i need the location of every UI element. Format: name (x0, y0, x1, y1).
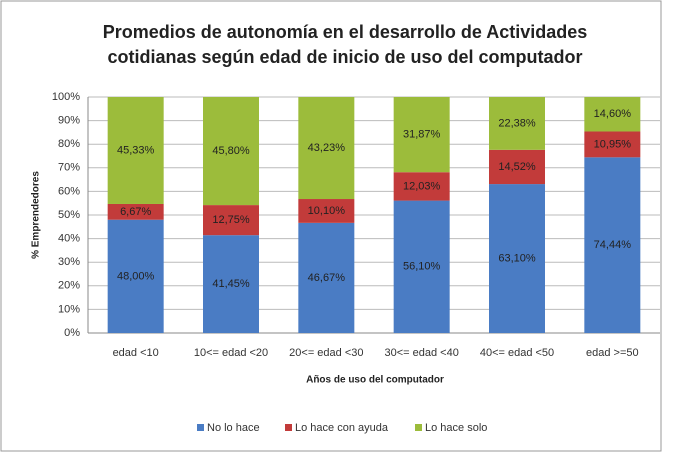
y-tick-label: 70% (58, 162, 80, 174)
x-tick-label: 10<= edad <20 (194, 347, 268, 359)
bar-segment (107, 203, 164, 220)
bar-segment (203, 205, 259, 236)
y-tick-label: 0% (64, 327, 80, 339)
y-tick-label: 50% (58, 209, 80, 221)
data-label: 10,95% (594, 138, 632, 150)
bar-segment (298, 222, 355, 333)
bar-segment (489, 149, 545, 185)
x-tick-label: 40<= edad <50 (480, 347, 554, 359)
bar-segment (298, 199, 355, 223)
y-tick-label: 20% (58, 280, 80, 292)
y-tick-label: 60% (58, 185, 80, 197)
bar-segment (584, 131, 641, 158)
data-label: 14,60% (594, 108, 632, 120)
data-label: 6,67% (120, 206, 151, 218)
bar-segment (393, 172, 450, 201)
data-label: 14,52% (498, 161, 536, 173)
chart-title: Promedios de autonomía en el desarrollo … (103, 22, 587, 42)
data-label: 63,10% (498, 252, 536, 264)
data-label: 45,80% (212, 145, 250, 157)
data-label: 43,23% (308, 142, 346, 154)
legend-swatch (197, 424, 204, 431)
y-axis-title: % Emprendedores (31, 171, 42, 259)
data-label: 74,44% (594, 239, 632, 251)
y-tick-label: 40% (58, 233, 80, 245)
x-axis-title: Años de uso del computador (306, 375, 444, 386)
bar-segment (584, 97, 641, 132)
x-tick-label: 30<= edad <40 (385, 347, 459, 359)
chart-title: cotidianas según edad de inicio de uso d… (107, 47, 582, 67)
data-label: 46,67% (308, 272, 346, 284)
data-label: 12,03% (403, 180, 441, 192)
bar-segment (489, 184, 545, 333)
x-tick-label: edad >=50 (586, 347, 639, 359)
x-tick-label: 20<= edad <30 (289, 347, 363, 359)
y-tick-label: 10% (58, 303, 80, 315)
bar-segment (393, 97, 450, 173)
y-tick-label: 30% (58, 256, 80, 268)
data-label: 41,45% (212, 278, 250, 290)
data-label: 22,38% (498, 117, 536, 129)
x-tick-label: edad <10 (113, 347, 159, 359)
data-label: 10,10% (308, 205, 346, 217)
data-label: 56,10% (403, 261, 441, 273)
data-label: 48,00% (117, 270, 155, 282)
bar-segment (489, 97, 545, 150)
data-label: 12,75% (212, 214, 250, 226)
bar-segment (107, 97, 164, 204)
legend-swatch (285, 424, 292, 431)
y-tick-label: 90% (58, 115, 80, 127)
y-tick-label: 80% (58, 138, 80, 150)
legend-label: No lo hace (207, 422, 260, 434)
data-label: 45,33% (117, 144, 155, 156)
legend-label: Lo hace solo (425, 422, 487, 434)
legend-swatch (415, 424, 422, 431)
bar-segment (584, 157, 641, 333)
legend-label: Lo hace con ayuda (295, 422, 389, 434)
data-label: 31,87% (403, 129, 441, 141)
bar-segment (203, 235, 259, 333)
y-tick-label: 100% (52, 91, 80, 103)
bar-segment (203, 97, 259, 206)
bar-segment (298, 97, 355, 200)
bar-segment (107, 219, 164, 333)
bar-segment (393, 200, 450, 333)
